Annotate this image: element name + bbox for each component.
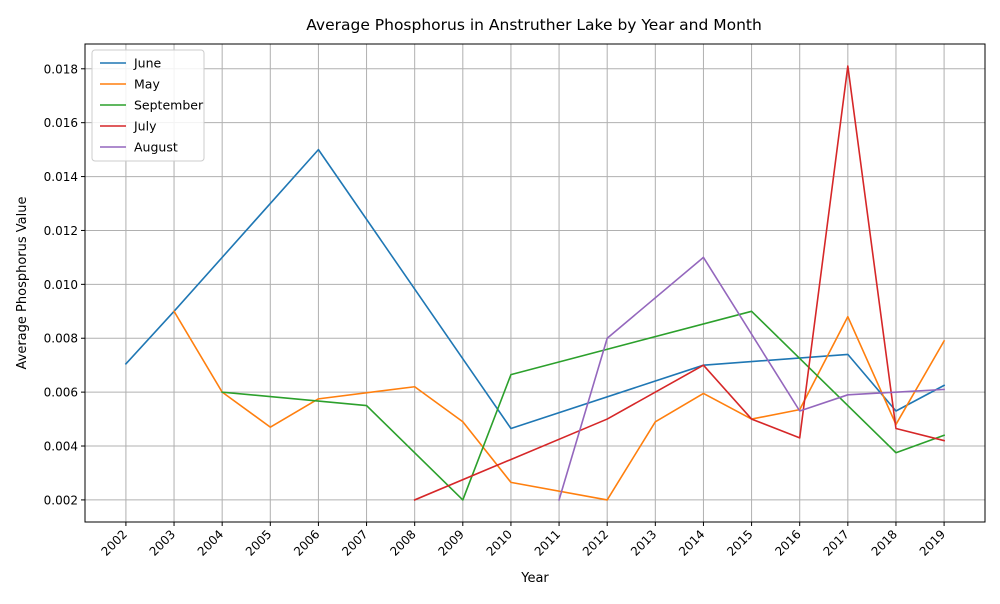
y-axis-label: Average Phosphorus Value (15, 197, 30, 370)
y-tick-label: 0.016 (44, 116, 78, 130)
series-line-july (413, 65, 946, 501)
series-line-june (124, 148, 946, 430)
grid-layer (85, 44, 985, 522)
plot-frame (84, 43, 986, 523)
chart-title: Average Phosphorus in Anstruther Lake by… (306, 16, 762, 34)
legend-label: September (134, 98, 204, 113)
y-tick-label: 0.008 (44, 332, 78, 346)
x-axis-label: Year (520, 571, 549, 586)
series-layer (124, 65, 946, 501)
y-tick-label: 0.010 (44, 278, 78, 292)
legend-label: June (133, 56, 162, 71)
y-tick-label: 0.018 (44, 62, 78, 76)
y-tick-label: 0.002 (44, 493, 78, 507)
y-tick-label: 0.006 (44, 386, 78, 400)
y-tick-label: 0.004 (44, 440, 78, 454)
legend-label: August (134, 140, 178, 155)
series-line-august (558, 256, 945, 501)
y-tick-label: 0.012 (44, 224, 78, 238)
y-tick-label: 0.014 (44, 170, 78, 184)
legend-label: July (133, 119, 157, 134)
series-line-may (172, 310, 946, 501)
y-tick-layer: 0.002 0.004 0.006 0.008 0.010 0.012 0.014 0.016… (44, 62, 85, 507)
legend-box (91, 49, 205, 162)
legend: June May September July August (91, 49, 205, 162)
legend-label: May (134, 77, 160, 92)
series-line-september (221, 310, 946, 501)
